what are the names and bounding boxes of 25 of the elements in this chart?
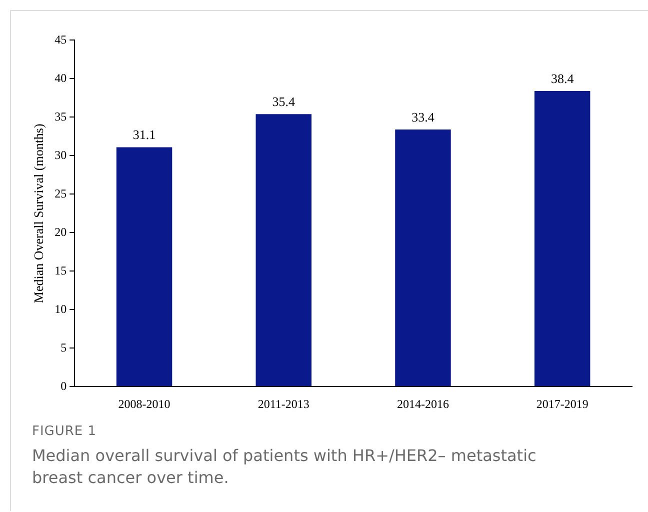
text: Median overall survival of patients with HR+/HER2– metastatic breast cancer over time.: [32, 445, 538, 489]
y-tick-label: 20: [54, 224, 67, 239]
y-tick-label: 35: [54, 109, 67, 124]
data-label: 31.1: [132, 127, 156, 142]
data-label: 35.4: [272, 94, 296, 110]
x-tick-label: 2014-2016: [396, 396, 449, 411]
bar: [395, 129, 451, 386]
y-tick-label: 0: [60, 378, 67, 393]
y-tick-label: 25: [54, 186, 67, 200]
data-label: 33.4: [412, 109, 435, 124]
y-tick-label: 15: [54, 263, 67, 278]
bar: [256, 114, 312, 386]
caption: FIGURE 1: [32, 424, 98, 439]
x-tick-label: 2011-2013: [258, 396, 310, 411]
bar: [534, 91, 590, 386]
y-tick-label: 45: [54, 32, 67, 46]
bar: [116, 147, 172, 386]
y-tick-label: 10: [54, 302, 67, 316]
data-label: 38.4: [550, 70, 574, 86]
y-axis-title: Median Overall Survival (months): [31, 124, 46, 304]
y-tick-label: 30: [54, 148, 67, 162]
y-tick-label: 5: [60, 340, 67, 354]
x-tick-label: 2017-2019: [536, 396, 588, 411]
y-tick-label: 40: [54, 70, 67, 85]
x-tick-label: 2008-2010: [118, 396, 170, 411]
